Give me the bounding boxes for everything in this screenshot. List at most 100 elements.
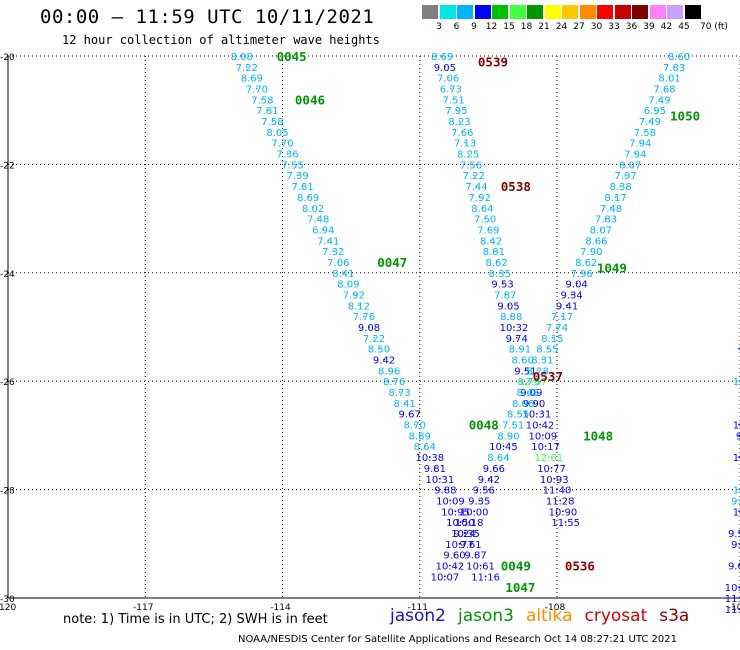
swh-value-label: 10.50	[446, 518, 475, 529]
data-point	[595, 239, 598, 242]
data-point	[368, 326, 370, 328]
data-point	[423, 445, 426, 448]
pass-time-label: 1050	[670, 109, 700, 124]
pass-time-label: 0048	[469, 418, 499, 433]
y-tick-label: -22	[0, 161, 15, 171]
data-point	[605, 217, 607, 220]
color-scale-label: 9	[471, 22, 477, 32]
data-point	[438, 477, 441, 480]
data-point	[301, 185, 304, 187]
data-point	[444, 65, 446, 68]
swh-value-label: 9.05	[497, 301, 519, 312]
data-point	[332, 250, 335, 253]
data-point	[585, 261, 588, 263]
pass-time-label: 0539	[478, 54, 508, 69]
swh-value-label: 7.68	[653, 85, 675, 96]
swh-value-label: 8.08	[231, 52, 253, 63]
swh-value-label: 8.69	[431, 52, 453, 63]
data-point	[501, 282, 504, 285]
color-swatch	[649, 5, 666, 19]
data-point	[515, 336, 518, 339]
swh-value-label: 8.66	[585, 236, 607, 247]
swh-value-label: 8.09	[337, 280, 359, 291]
data-point	[337, 261, 340, 263]
color-swatch	[597, 5, 613, 19]
swh-value-label: 9.88	[434, 486, 456, 497]
data-point	[473, 510, 476, 513]
swh-value-label: 8.17	[604, 193, 626, 204]
swh-value-label: 7.55	[281, 160, 303, 171]
color-swatch	[544, 5, 561, 19]
swh-value-label: 7.87	[494, 290, 516, 301]
data-point	[281, 141, 284, 144]
color-scale-label: 39	[643, 22, 655, 32]
y-tick-label: -26	[0, 378, 15, 388]
color-scale-label: 42	[660, 22, 673, 32]
swh-value-label: 9.4	[731, 540, 740, 551]
swh-value-label: 7.94	[629, 139, 651, 150]
swh-value-label: 7.94	[624, 150, 646, 161]
swh-value-label: 8.42	[480, 236, 502, 247]
swh-value-label: 8.07	[590, 225, 612, 236]
data-point	[643, 130, 646, 133]
data-point	[418, 434, 421, 437]
swh-value-label: 10.09	[528, 431, 557, 442]
data-point	[458, 120, 461, 122]
data-point	[536, 369, 539, 372]
data-point	[512, 423, 514, 426]
swh-value-label: 9.01	[728, 561, 740, 572]
swh-value-label: 7.58	[634, 128, 656, 139]
data-point	[307, 196, 310, 198]
data-point	[507, 434, 510, 437]
data-point	[312, 206, 315, 209]
swh-value-label: 8.23	[448, 117, 470, 128]
color-swatch	[527, 5, 543, 19]
swh-value-label: 8.07	[619, 160, 641, 171]
data-point	[562, 510, 564, 513]
data-point	[648, 120, 651, 122]
swh-value-label: 9.09	[520, 388, 542, 399]
swh-value-label: 12.67	[518, 377, 547, 388]
swh-value-label: 8.55	[507, 410, 529, 421]
data-point	[526, 391, 529, 393]
swh-value-label: 7.83	[595, 215, 617, 226]
data-point	[452, 98, 455, 101]
data-point	[413, 423, 416, 426]
legend-jason2: jason2	[390, 606, 446, 626]
chart-subtitle: 12 hour collection of altimeter wave hei…	[62, 33, 380, 47]
data-point	[296, 174, 299, 177]
data-point	[575, 282, 578, 285]
data-point	[530, 391, 533, 393]
swh-value-label: 7.81	[256, 106, 278, 117]
data-point	[533, 401, 536, 404]
swh-value-label: 9.61	[459, 540, 481, 551]
color-swatch	[422, 5, 438, 19]
pass-time-label: 1047	[505, 580, 535, 595]
data-point	[469, 542, 472, 545]
y-tick-label: -30	[0, 595, 15, 605]
data-point	[484, 575, 487, 578]
x-tick-label: -114	[270, 603, 291, 613]
swh-value-label: 9.87	[464, 551, 486, 562]
swh-value-label: 9.08	[358, 323, 380, 334]
swh-value-label: 7.83	[663, 63, 685, 74]
data-point	[250, 76, 253, 79]
swh-value-label: 9.60	[443, 551, 465, 562]
swh-value-label: 10.31	[523, 410, 552, 421]
data-point	[454, 510, 457, 513]
data-point	[590, 250, 593, 253]
footer-note: note: 1) Time is in UTC; 2) SWH is in fe…	[63, 612, 328, 627]
data-point	[624, 174, 627, 177]
footer-credit: NOAA/NESDIS Center for Satellite Applica…	[238, 634, 677, 645]
swh-value-label: 8.55	[536, 345, 558, 356]
swh-value-label: 7.69	[477, 225, 499, 236]
pass-time-label: 0536	[565, 558, 595, 573]
data-point	[444, 488, 447, 491]
swh-value-label: 8.48	[517, 388, 539, 399]
color-scale-label: 15	[503, 22, 515, 32]
swh-value-label: 8.25	[457, 150, 479, 161]
swh-value-label: 9	[736, 431, 740, 442]
data-point	[492, 467, 495, 469]
swh-value-label: 9.42	[373, 356, 395, 367]
color-scale-label: 36	[625, 22, 638, 32]
